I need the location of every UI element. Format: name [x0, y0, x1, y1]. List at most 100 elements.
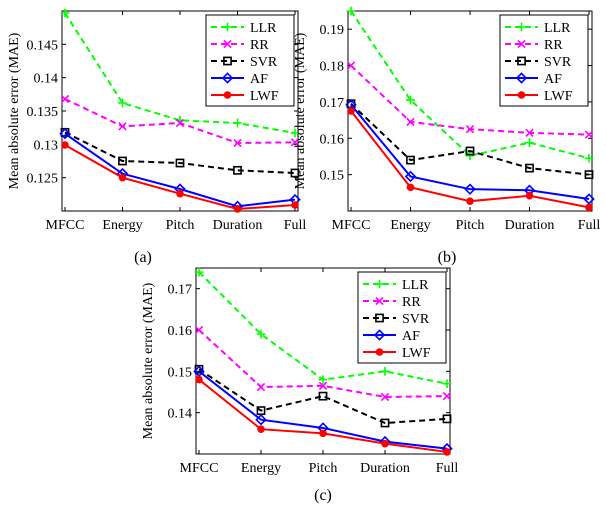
data-point-lwf [319, 429, 327, 438]
x-tick-label: Full [578, 218, 601, 233]
x-tick-label: Full [284, 218, 307, 233]
data-point-lwf [585, 203, 593, 212]
legend-marker [375, 279, 384, 289]
legend-label: SVR [544, 55, 572, 70]
legend-marker [375, 313, 384, 323]
x-tick-label: Duration [213, 218, 263, 233]
chart-panel-3: 0.14 0.15 0.16 0.17 MFCC Energy Pitch Duration F… [141, 267, 458, 504]
y-tick-label: 0.17 [168, 283, 193, 298]
data-point-llr [290, 128, 300, 138]
panel-caption: (b) [438, 249, 457, 266]
data-point-af [59, 127, 71, 140]
legend-marker [223, 91, 232, 99]
panel-caption: (a) [134, 249, 152, 266]
data-point-svr [175, 158, 185, 168]
y-tick-label: 0.135 [27, 105, 59, 120]
legend-marker [517, 39, 526, 49]
legend-label: AF [250, 72, 268, 87]
x-tick-label: Pitch [309, 461, 338, 476]
chart-panel-1: 0.125 0.13 0.135 0.14 0.145 MFCC Energy Pitch Du… [7, 8, 307, 266]
legend-marker [223, 39, 232, 49]
data-point-lwf [118, 173, 127, 182]
y-tick-label: 0.16 [320, 132, 345, 147]
data-point-svr [118, 156, 127, 166]
data-point-svr [233, 165, 242, 175]
legend-label: AF [544, 72, 562, 87]
legend-label: LLR [544, 21, 571, 36]
data-point-rr [346, 61, 356, 70]
data-point-af [464, 183, 476, 195]
y-tick-label: 0.125 [27, 172, 59, 187]
data-point-lwf [61, 141, 69, 149]
x-tick-label: Energy [390, 218, 430, 233]
data-point-svr [406, 155, 415, 165]
data-point-rr [60, 94, 70, 104]
legend: LLR RR SVR AF LWF [205, 14, 295, 107]
data-point-llr [318, 375, 328, 384]
legend-label: LLR [402, 278, 429, 293]
x-tick-label: Energy [241, 461, 281, 476]
y-tick-label: 0.14 [34, 72, 59, 87]
data-point-rr [175, 118, 185, 128]
data-point-rr [380, 392, 390, 402]
y-axis-label: Mean absolute error (MAE) [141, 282, 156, 439]
legend-label: LWF [402, 346, 431, 361]
legend-box [357, 271, 447, 364]
data-point-rr [584, 130, 594, 139]
y-tick-label: 0.14 [168, 407, 193, 422]
y-tick-label: 0.15 [320, 169, 345, 184]
data-point-llr [256, 329, 266, 339]
legend-marker [517, 91, 526, 99]
series-line-svr [350, 103, 590, 176]
series-line-af [64, 132, 296, 208]
data-point-rr [465, 125, 475, 134]
legend-label: RR [250, 38, 269, 53]
series-line-af [198, 370, 448, 450]
data-point-svr [465, 146, 475, 156]
series-line-llr [64, 12, 296, 134]
legend-marker [517, 22, 526, 32]
data-point-rr [233, 138, 242, 148]
data-point-lwf [525, 191, 534, 200]
data-point-rr [194, 325, 204, 335]
data-point-svr [584, 170, 594, 180]
y-axis-label: Mean absolute error (MAE) [7, 32, 22, 189]
data-point-llr [118, 98, 127, 108]
data-point-llr [346, 6, 356, 16]
data-point-rr [525, 128, 534, 137]
data-point-svr [380, 418, 390, 428]
y-tick-label: 0.19 [320, 23, 345, 38]
data-point-rr [318, 381, 328, 390]
data-point-rr [118, 122, 127, 131]
data-point-rr [290, 138, 300, 147]
legend-marker [515, 72, 528, 84]
data-point-llr [194, 267, 204, 277]
chart-panel-2: 0.15 0.16 0.17 0.18 0.19 MFCC Energy Pitch Durat… [293, 6, 601, 266]
y-tick-label: 0.18 [320, 60, 345, 75]
data-point-lwf [406, 183, 415, 192]
legend-label: SVR [250, 55, 278, 70]
data-point-svr [318, 391, 328, 401]
data-point-lwf [257, 425, 265, 434]
series-line-af [350, 104, 590, 200]
data-point-lwf [347, 107, 355, 115]
data-point-lwf [291, 201, 299, 209]
data-point-llr [584, 153, 594, 163]
legend-label: AF [402, 329, 420, 344]
y-tick-label: 0.13 [34, 138, 59, 153]
y-axis-label: Mean absolute error (MAE) [293, 32, 308, 189]
legend-marker [373, 329, 386, 341]
legend-marker [517, 56, 526, 66]
legend: LLR RR SVR AF LWF [499, 14, 589, 107]
data-point-llr [380, 366, 390, 376]
data-point-lwf [195, 375, 203, 384]
legend-box [499, 14, 589, 107]
data-point-lwf [233, 205, 242, 213]
x-tick-label: MFCC [332, 218, 371, 233]
data-point-svr [442, 414, 452, 424]
data-point-rr [406, 117, 415, 127]
legend-label: LLR [250, 21, 277, 36]
x-tick-label: Duration [505, 218, 555, 233]
legend-label: RR [544, 38, 563, 53]
